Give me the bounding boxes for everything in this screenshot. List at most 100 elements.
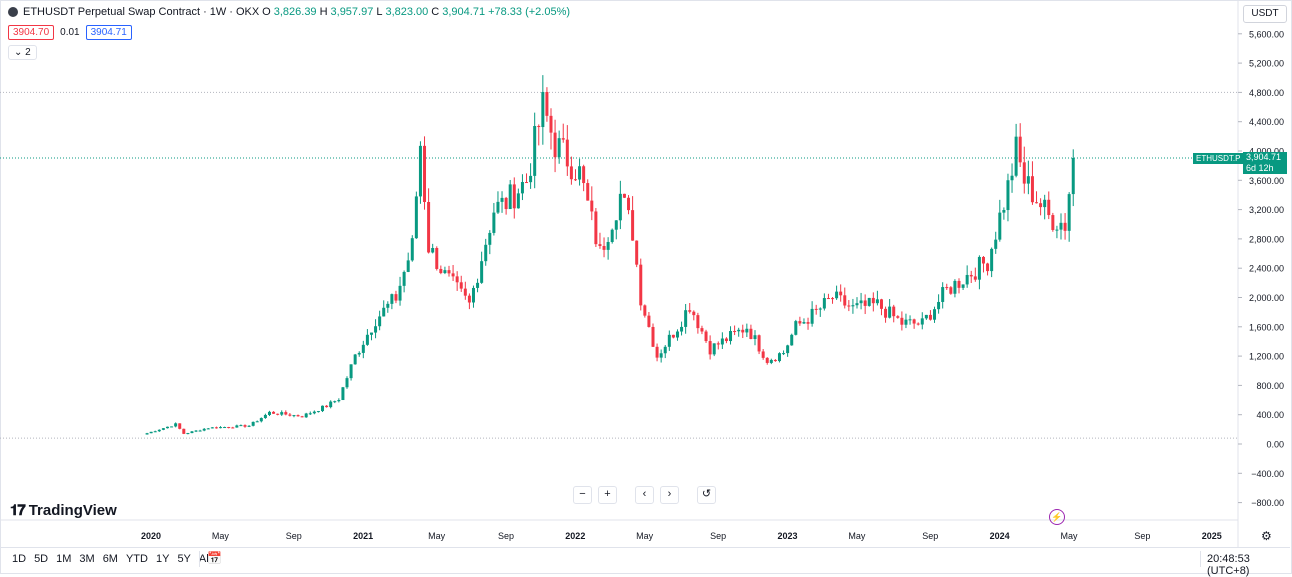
candle-body xyxy=(402,271,406,286)
candle-body xyxy=(304,413,308,418)
candle-body xyxy=(1047,199,1051,216)
scroll-left-button[interactable]: ‹ xyxy=(635,486,654,504)
candle-body xyxy=(745,328,749,333)
range-1m[interactable]: 1M xyxy=(56,553,72,565)
reference-lines xyxy=(0,91,1238,439)
candle-body xyxy=(928,314,932,320)
candle-body xyxy=(839,291,843,296)
candle-body xyxy=(1071,157,1075,195)
candle-body xyxy=(333,401,337,403)
currency-selector[interactable]: USDT xyxy=(1243,5,1287,23)
candle-body xyxy=(484,244,488,262)
range-5d[interactable]: 5D xyxy=(34,553,49,565)
zoom-in-button[interactable]: + xyxy=(598,486,617,504)
price-axis[interactable]: 5,600.00 5,200.00 4,800.00 4,400.00 4,000.00… xyxy=(1238,29,1284,508)
candle-body xyxy=(782,353,786,355)
candle-body xyxy=(427,202,431,253)
candle-body xyxy=(161,428,165,430)
candle-body xyxy=(998,212,1002,240)
candle-body xyxy=(418,145,422,197)
candle-body xyxy=(802,322,806,324)
symbol-name[interactable]: ETHUSDT Perpetual Swap Contract xyxy=(23,6,201,18)
candle-body xyxy=(818,308,822,310)
time-tick-label: May xyxy=(212,531,230,541)
candle-body xyxy=(239,425,243,427)
interval[interactable]: 1W xyxy=(209,6,227,18)
tradingview-logo[interactable]: 𝟏𝟕 TradingView xyxy=(10,502,117,519)
time-axis[interactable]: 2020 May Sep 2021 May Sep 2022 May Sep 2023 May Sep… xyxy=(141,531,1222,541)
buy-button[interactable]: 3904.71 xyxy=(85,25,132,40)
candle-body xyxy=(582,166,586,184)
scroll-right-button[interactable]: › xyxy=(660,486,679,504)
candle-body xyxy=(749,328,753,340)
candle-body xyxy=(594,211,598,245)
time-tick-label: 2020 xyxy=(141,531,161,541)
candle-body xyxy=(875,299,879,304)
toolbar-divider xyxy=(1200,551,1201,567)
range-1d[interactable]: 1D xyxy=(12,553,27,565)
candle-body xyxy=(912,319,916,324)
candle-body xyxy=(476,282,480,288)
candle-body xyxy=(549,115,553,133)
candle-body xyxy=(545,91,549,116)
candle-body xyxy=(798,321,802,324)
candle-body xyxy=(288,414,292,416)
candle-body xyxy=(1051,215,1055,230)
candle-body xyxy=(655,346,659,358)
candle-body xyxy=(859,300,863,304)
calendar-icon[interactable]: 📅 xyxy=(207,551,222,565)
candle-body xyxy=(145,433,149,435)
candle-body xyxy=(423,145,427,203)
candle-body xyxy=(1035,202,1039,204)
candle-body xyxy=(480,261,484,283)
candle-body xyxy=(1043,199,1047,208)
spread-value: 0.01 xyxy=(60,27,80,38)
reset-chart-button[interactable]: ↺ xyxy=(697,486,716,504)
sell-button[interactable]: 3904.70 xyxy=(8,25,55,40)
settings-gear-icon[interactable]: ⚙ xyxy=(1261,529,1272,543)
candle-body xyxy=(696,315,700,329)
candle-body xyxy=(1014,136,1018,176)
events-bolt-icon[interactable]: ⚡ xyxy=(1049,509,1065,525)
candle-body xyxy=(369,332,373,335)
range-1y[interactable]: 1Y xyxy=(155,553,170,565)
candle-body xyxy=(210,427,214,429)
chart-navigation: − + ‹ › ↺ xyxy=(573,486,716,504)
range-ytd[interactable]: YTD xyxy=(125,553,148,565)
range-6m[interactable]: 6M xyxy=(102,553,118,565)
price-tick-label: 1,200.00 xyxy=(1249,352,1284,362)
price-tick-label: 2,000.00 xyxy=(1249,293,1284,303)
candle-body xyxy=(822,298,826,309)
candle-body xyxy=(826,298,830,300)
candle-body xyxy=(651,326,655,347)
candle-body xyxy=(753,335,757,340)
candle-body xyxy=(855,303,859,306)
candle-body xyxy=(529,175,533,183)
candle-body xyxy=(537,125,541,128)
clock[interactable]: 20:48:53 (UTC+8) xyxy=(1207,553,1250,577)
candle-body xyxy=(851,305,855,307)
range-all[interactable]: All xyxy=(198,553,212,565)
candle-body xyxy=(945,287,949,289)
candle-body xyxy=(606,241,610,250)
range-3m[interactable]: 3M xyxy=(79,553,95,565)
time-range-bar: 1D 5D 1M 3M 6M YTD 1Y 5Y All xyxy=(12,553,219,565)
candle-body xyxy=(888,306,892,318)
candle-body xyxy=(990,248,994,272)
candle-body xyxy=(1010,175,1014,181)
candle-body xyxy=(700,328,704,332)
price-tick-label: 2,400.00 xyxy=(1249,264,1284,274)
high-value: 3,957.97 xyxy=(330,6,374,18)
candle-body xyxy=(178,423,182,429)
candle-body xyxy=(953,280,957,294)
candle-body xyxy=(374,326,378,333)
price-tick-label: 5,600.00 xyxy=(1249,29,1284,39)
candle-body xyxy=(786,345,790,354)
candle-body xyxy=(981,256,985,264)
range-5y[interactable]: 5Y xyxy=(177,553,191,565)
zoom-out-button[interactable]: − xyxy=(573,486,592,504)
candle-body xyxy=(773,359,777,362)
time-tick-label: Sep xyxy=(710,531,726,541)
indicators-toggle-button[interactable]: ⌄ 2 xyxy=(8,45,37,60)
